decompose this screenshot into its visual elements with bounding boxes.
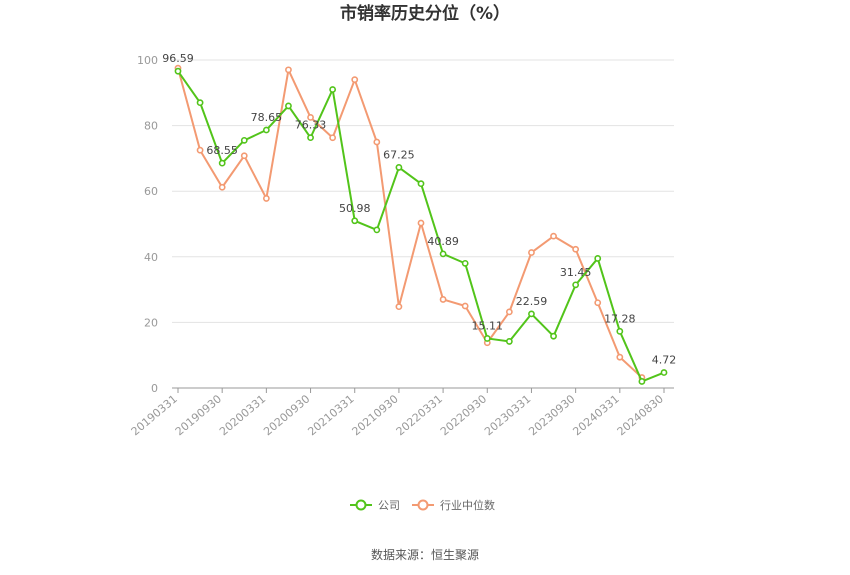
data-point	[240, 152, 248, 160]
data-point	[594, 255, 602, 262]
data-label: 67.25	[383, 148, 415, 161]
data-label: 22.59	[516, 295, 548, 308]
data-point	[461, 302, 469, 310]
data-label: 76.33	[295, 119, 327, 132]
data-point	[262, 195, 270, 202]
y-tick-label: 40	[144, 251, 158, 264]
data-label: 17.28	[604, 312, 636, 325]
x-tick-label: 20210331	[305, 392, 356, 438]
x-tick-label: 20190930	[173, 392, 224, 438]
data-point	[439, 250, 447, 258]
data-point	[572, 281, 580, 289]
y-tick-label: 0	[151, 382, 158, 395]
data-point	[174, 67, 182, 75]
x-tick-label: 20220331	[394, 392, 445, 438]
data-point	[285, 102, 292, 110]
legend-item[interactable]: 公司	[350, 499, 400, 512]
legend-swatch-marker	[417, 499, 429, 511]
data-point	[218, 159, 226, 167]
data-point	[373, 226, 381, 234]
legend-swatch-marker	[355, 499, 367, 511]
data-label: 31.45	[560, 266, 592, 279]
chart-title: 市销率历史分位（%）	[340, 3, 510, 24]
data-point	[307, 114, 314, 121]
axes: 0 20 40 60 80 100 2019033120190930202003312020…	[129, 54, 674, 438]
y-tick-label: 80	[144, 120, 158, 133]
x-tick-label: 20200930	[261, 392, 312, 438]
data-point	[196, 146, 204, 154]
data-point	[329, 134, 337, 142]
data-point	[505, 338, 513, 345]
data-point	[616, 327, 624, 335]
y-tick-label: 60	[144, 185, 158, 198]
x-tick-label: 20240331	[570, 392, 621, 438]
data-point	[351, 217, 359, 225]
series	[174, 64, 668, 385]
data-point	[307, 134, 314, 142]
x-tick-label: 20230331	[482, 392, 533, 438]
x-tick-label: 20190331	[129, 392, 180, 438]
data-label: 68.55	[206, 144, 238, 157]
data-point	[285, 66, 292, 74]
x-tick-label: 20220930	[438, 392, 489, 438]
data-point	[329, 86, 337, 93]
y-tick-label: 100	[137, 54, 158, 67]
source-note: 数据来源：恒生聚源	[371, 547, 479, 562]
data-point	[572, 245, 580, 253]
data-label: 4.72	[652, 354, 677, 367]
x-tick-label: 20230930	[526, 392, 577, 438]
data-label: 96.59	[162, 52, 194, 65]
data-point	[240, 136, 248, 144]
data-point	[417, 219, 425, 227]
data-point	[660, 369, 668, 376]
data-point	[616, 353, 624, 361]
legend-label: 公司	[378, 499, 400, 512]
y-tick-label: 20	[144, 316, 158, 329]
data-label: 78.65	[251, 111, 283, 124]
x-tick-label: 20240830	[615, 392, 666, 438]
legend-item[interactable]: 行业中位数	[412, 498, 495, 512]
data-point	[550, 332, 557, 340]
data-point	[351, 76, 359, 84]
data-point	[439, 296, 447, 303]
data-point	[550, 232, 557, 240]
data-label: 15.11	[472, 319, 504, 332]
series-line	[177, 67, 643, 379]
data-point	[417, 180, 425, 188]
data-point	[594, 299, 602, 307]
data-point	[262, 126, 270, 134]
data-point	[528, 249, 535, 256]
legend-label: 行业中位数	[440, 498, 495, 512]
data-point	[218, 183, 226, 191]
data-point	[373, 138, 381, 146]
data-labels: 96.59 68.55 78.65 76.33 50.98 67.25 40.89 15.11…	[162, 52, 676, 366]
data-point	[638, 378, 646, 385]
x-tick-label: 20210930	[350, 392, 401, 438]
data-label: 50.98	[339, 202, 371, 215]
data-point	[483, 335, 491, 342]
data-point	[528, 310, 535, 318]
data-point	[505, 308, 513, 316]
data-point	[196, 99, 204, 107]
x-tick-label: 20200331	[217, 392, 268, 438]
data-point	[395, 164, 403, 171]
data-label: 40.89	[427, 235, 459, 248]
legend[interactable]: 公司 行业中位数	[350, 498, 495, 512]
data-point	[461, 259, 469, 267]
data-point	[395, 303, 403, 311]
